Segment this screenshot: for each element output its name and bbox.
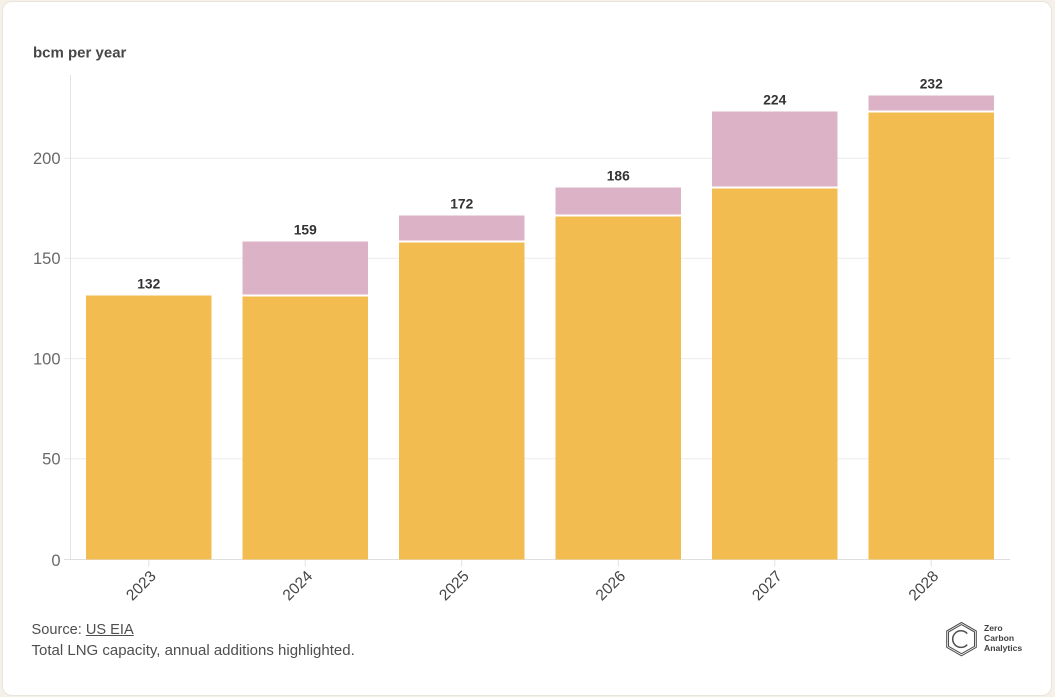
svg-text:186: 186 (607, 169, 630, 184)
svg-text:200: 200 (33, 150, 61, 168)
svg-text:2026: 2026 (593, 568, 629, 604)
svg-text:2027: 2027 (749, 568, 785, 604)
svg-text:0: 0 (51, 552, 60, 570)
svg-text:2024: 2024 (280, 568, 317, 605)
svg-text:2028: 2028 (906, 568, 942, 604)
svg-text:2025: 2025 (436, 568, 472, 604)
svg-text:100: 100 (33, 351, 61, 369)
svg-text:172: 172 (450, 197, 473, 212)
svg-text:232: 232 (920, 77, 943, 92)
svg-text:132: 132 (137, 277, 160, 292)
svg-text:2023: 2023 (123, 568, 159, 604)
svg-text:50: 50 (42, 451, 60, 469)
svg-text:159: 159 (294, 223, 317, 238)
svg-text:bcm per year: bcm per year (33, 45, 127, 62)
svg-text:150: 150 (33, 250, 61, 268)
svg-text:224: 224 (763, 93, 786, 108)
